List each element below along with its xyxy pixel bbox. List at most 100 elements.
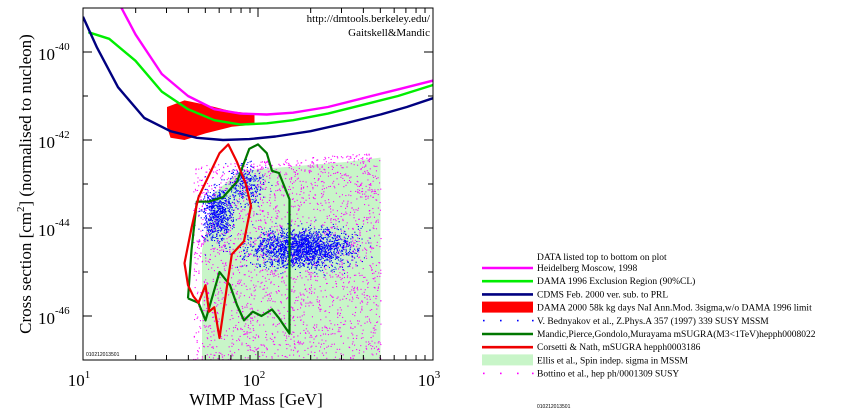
bednyakov-point	[209, 199, 211, 201]
bednyakov-point	[211, 203, 213, 205]
bednyakov-point	[304, 240, 306, 242]
bednyakov-point	[310, 256, 312, 258]
bednyakov-point	[313, 245, 315, 247]
bottino-point	[238, 279, 240, 281]
bednyakov-point	[283, 266, 285, 268]
bottino-point	[253, 215, 255, 217]
bednyakov-point	[257, 237, 259, 239]
bottino-point	[214, 217, 216, 219]
bednyakov-point	[286, 237, 288, 239]
bottino-point	[260, 248, 262, 250]
bottino-point	[228, 294, 230, 296]
bottino-point	[224, 241, 226, 243]
bednyakov-point	[246, 178, 248, 180]
bottino-point	[308, 274, 310, 276]
bottino-point	[375, 264, 377, 266]
bottino-point	[340, 335, 342, 337]
bednyakov-point	[212, 229, 214, 231]
bednyakov-point	[210, 227, 212, 229]
bottino-point	[283, 315, 285, 317]
bottino-point	[278, 290, 280, 292]
bednyakov-point	[314, 248, 316, 250]
bednyakov-point	[274, 259, 276, 261]
bottino-point	[256, 165, 258, 167]
bednyakov-point	[293, 236, 295, 238]
bottino-point	[313, 208, 315, 210]
bottino-point	[368, 217, 370, 219]
bottino-point	[241, 342, 243, 344]
bottino-point	[271, 338, 273, 340]
bottino-point	[293, 340, 295, 342]
bottino-point	[369, 187, 371, 189]
bednyakov-point	[350, 241, 352, 243]
bottino-point	[300, 184, 302, 186]
bottino-point	[321, 188, 323, 190]
bednyakov-point	[306, 252, 308, 254]
bottino-point	[358, 247, 360, 249]
bednyakov-point	[283, 256, 285, 258]
bottino-point	[336, 252, 338, 254]
bednyakov-point	[298, 251, 300, 253]
bottino-point	[310, 278, 312, 280]
bottino-point	[200, 327, 202, 329]
bottino-point	[222, 356, 224, 358]
bottino-point	[305, 332, 307, 334]
bottino-point	[330, 218, 332, 220]
bottino-point	[257, 309, 259, 311]
bottino-point	[354, 312, 356, 314]
bednyakov-point	[225, 223, 227, 225]
bottino-point	[337, 171, 339, 173]
bednyakov-point	[323, 229, 325, 231]
bednyakov-point	[297, 256, 299, 258]
bottino-point	[236, 169, 238, 171]
bednyakov-point	[299, 232, 301, 234]
bednyakov-point	[307, 242, 309, 244]
bottino-point	[260, 226, 262, 228]
bednyakov-point	[323, 274, 325, 276]
bottino-point	[211, 312, 213, 314]
bottino-point	[254, 289, 256, 291]
bednyakov-point	[314, 240, 316, 242]
bottino-point	[372, 208, 374, 210]
bottino-point	[197, 177, 199, 179]
bednyakov-point	[292, 231, 294, 233]
bottino-point	[336, 348, 338, 350]
bednyakov-point	[280, 241, 282, 243]
bednyakov-point	[333, 253, 335, 255]
bednyakov-point	[269, 244, 271, 246]
bottino-point	[313, 292, 315, 294]
bottino-point	[262, 262, 264, 264]
bednyakov-point	[322, 262, 324, 264]
bottino-point	[218, 299, 220, 301]
bottino-point	[291, 205, 293, 207]
bednyakov-point	[210, 228, 212, 230]
bottino-point	[276, 212, 278, 214]
bottino-point	[217, 252, 219, 254]
bednyakov-point	[325, 246, 327, 248]
bednyakov-point	[325, 234, 327, 236]
bednyakov-point	[266, 240, 268, 242]
bednyakov-point	[339, 249, 341, 251]
bottino-point	[238, 316, 240, 318]
bottino-point	[276, 215, 278, 217]
bottino-point	[359, 230, 361, 232]
bottino-point	[237, 269, 239, 271]
bottino-point	[251, 317, 253, 319]
bednyakov-point	[319, 259, 321, 261]
bottino-point	[295, 164, 297, 166]
bednyakov-point	[223, 225, 225, 227]
bottino-point	[340, 353, 342, 355]
bottino-point	[250, 293, 252, 295]
bednyakov-point	[270, 263, 272, 265]
bottino-point	[238, 251, 240, 253]
bottino-point	[293, 171, 295, 173]
bednyakov-point	[274, 236, 276, 238]
bednyakov-point	[291, 262, 293, 264]
bottino-point	[355, 156, 357, 158]
bednyakov-point	[357, 234, 359, 236]
bottino-point	[216, 311, 218, 313]
bottino-point	[314, 275, 316, 277]
bottino-point	[300, 302, 302, 304]
bottino-point	[288, 186, 290, 188]
bottino-point	[211, 222, 213, 224]
